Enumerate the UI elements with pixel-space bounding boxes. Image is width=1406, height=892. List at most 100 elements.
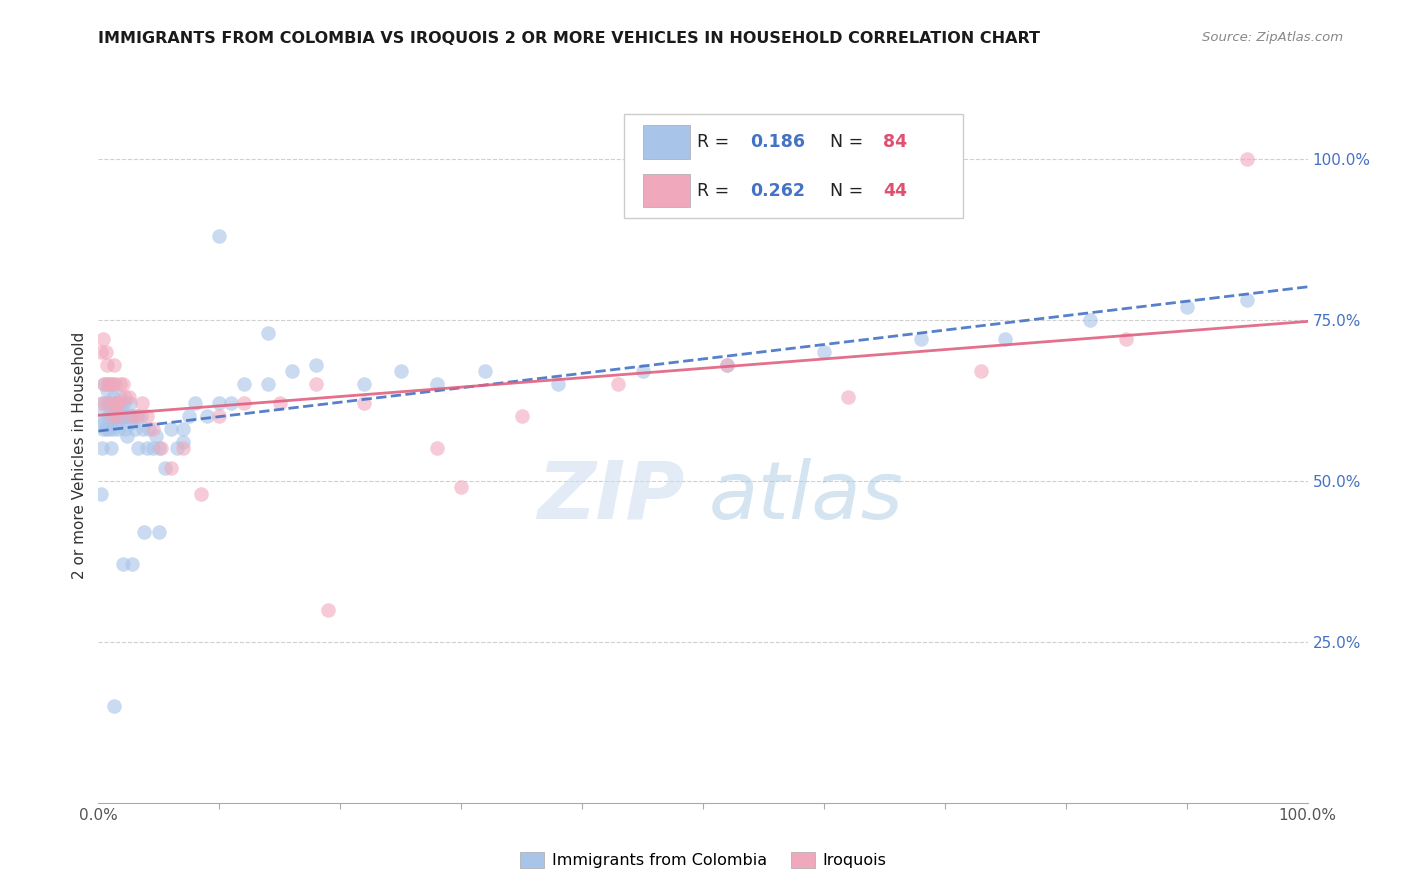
Point	[93, 416, 115, 430]
Text: N =: N =	[830, 182, 869, 200]
Point	[256, 377, 278, 392]
Point	[107, 409, 129, 424]
Point	[179, 409, 201, 424]
Point	[474, 364, 496, 378]
Point	[111, 558, 134, 572]
Point	[145, 428, 167, 442]
Point	[221, 396, 243, 410]
Point	[118, 390, 141, 404]
Point	[105, 396, 128, 410]
Point	[112, 396, 135, 410]
Point	[100, 409, 122, 424]
Point	[153, 460, 176, 475]
Point	[104, 409, 127, 424]
Point	[108, 409, 131, 424]
Point	[160, 422, 183, 436]
Point	[91, 332, 114, 346]
Point	[1236, 152, 1258, 166]
Point	[118, 409, 141, 424]
Point	[121, 558, 143, 572]
Point	[98, 396, 121, 410]
Point	[100, 377, 122, 392]
Point	[96, 358, 118, 372]
Point	[108, 377, 131, 392]
Point	[138, 422, 160, 436]
Point	[90, 344, 112, 359]
FancyBboxPatch shape	[643, 125, 690, 159]
FancyBboxPatch shape	[643, 174, 690, 207]
Point	[426, 377, 449, 392]
Text: R =: R =	[697, 182, 735, 200]
Point	[1175, 300, 1198, 314]
Text: 0.262: 0.262	[751, 182, 806, 200]
Point	[114, 422, 136, 436]
Point	[813, 344, 835, 359]
Point	[111, 377, 134, 392]
Point	[172, 422, 194, 436]
Point	[93, 377, 115, 392]
Point	[142, 422, 165, 436]
Point	[150, 442, 173, 456]
Point	[208, 396, 231, 410]
Point	[281, 364, 304, 378]
Text: ZIP: ZIP	[537, 458, 685, 536]
Point	[135, 442, 157, 456]
Point	[104, 377, 127, 392]
Point	[121, 409, 143, 424]
Point	[94, 422, 117, 436]
Point	[127, 409, 149, 424]
Point	[232, 396, 254, 410]
FancyBboxPatch shape	[624, 114, 963, 219]
Point	[120, 416, 142, 430]
Point	[450, 480, 472, 494]
Point	[910, 332, 932, 346]
Point	[208, 409, 231, 424]
Point	[97, 377, 120, 392]
Point	[107, 396, 129, 410]
Point	[305, 377, 328, 392]
Point	[1115, 332, 1137, 346]
Point	[101, 377, 124, 392]
Text: 84: 84	[883, 133, 907, 151]
Point	[100, 402, 122, 417]
Point	[607, 377, 630, 392]
Point	[118, 396, 141, 410]
Point	[104, 396, 127, 410]
Point	[190, 486, 212, 500]
Point	[97, 409, 120, 424]
Point	[108, 390, 131, 404]
Point	[127, 442, 149, 456]
Point	[91, 396, 114, 410]
Point	[1078, 312, 1101, 326]
Point	[105, 396, 128, 410]
Point	[108, 396, 131, 410]
Point	[101, 422, 124, 436]
Point	[837, 390, 859, 404]
Point	[117, 428, 139, 442]
Point	[105, 416, 128, 430]
Text: 44: 44	[883, 182, 907, 200]
Text: atlas: atlas	[709, 458, 904, 536]
Y-axis label: 2 or more Vehicles in Household: 2 or more Vehicles in Household	[72, 331, 87, 579]
Point	[970, 364, 993, 378]
Point	[97, 377, 120, 392]
Point	[107, 422, 129, 436]
Point	[172, 442, 194, 456]
Point	[134, 525, 156, 540]
Point	[131, 396, 153, 410]
Point	[114, 390, 136, 404]
Point	[121, 409, 143, 424]
Point	[148, 525, 170, 540]
Point	[98, 396, 121, 410]
Point	[994, 332, 1017, 346]
Point	[110, 396, 132, 410]
Text: IMMIGRANTS FROM COLOMBIA VS IROQUOIS 2 OR MORE VEHICLES IN HOUSEHOLD CORRELATION: IMMIGRANTS FROM COLOMBIA VS IROQUOIS 2 O…	[98, 31, 1040, 46]
Point	[389, 364, 412, 378]
Point	[100, 442, 122, 456]
Point	[160, 460, 183, 475]
Point	[94, 344, 117, 359]
Point	[103, 358, 125, 372]
Point	[142, 442, 165, 456]
Point	[103, 699, 125, 714]
Point	[100, 409, 122, 424]
